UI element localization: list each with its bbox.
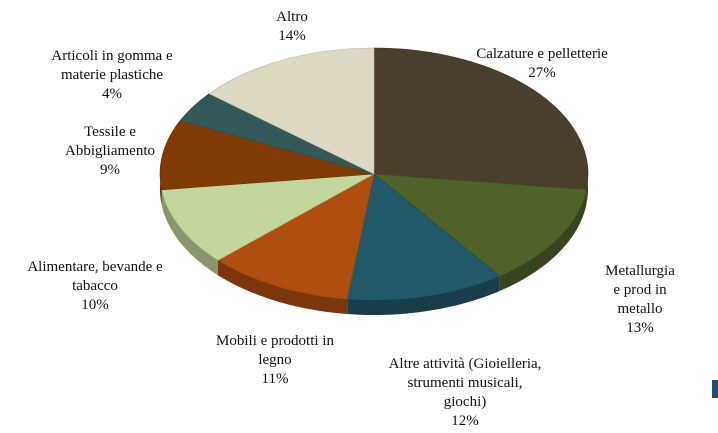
slice-label: Metallurgia e prod in metallo 13%	[601, 262, 679, 338]
value-label: 10%	[81, 297, 109, 313]
slice	[159, 120, 375, 191]
slice	[373, 173, 587, 277]
slice-label: Altre attività (Gioielleria, strumenti m…	[389, 355, 542, 431]
slice-label: Alimentare, bevande e tabacco 10%	[27, 258, 162, 315]
value-label: 13%	[626, 320, 654, 336]
value-label: 4%	[101, 86, 122, 102]
slice-label: Tessile e Abbigliamento 9%	[65, 123, 155, 180]
value-label: 27%	[528, 65, 556, 81]
slice	[346, 173, 501, 301]
slice	[161, 173, 375, 261]
category-label: Metallurgia e prod in metallo	[605, 263, 675, 317]
category-label: Altre attività (Gioielleria, strumenti m…	[388, 356, 542, 410]
slice	[208, 47, 375, 175]
slice	[373, 47, 589, 191]
slice-label: Calzature e pelletterie 27%	[476, 45, 608, 83]
slice-label: Mobili e prodotti in legno 11%	[216, 332, 334, 389]
value-label: 14%	[278, 28, 306, 44]
category-label: Altro	[276, 9, 308, 25]
slice-side	[161, 189, 219, 276]
value-label: 12%	[451, 413, 479, 429]
slice	[217, 173, 375, 300]
edge-decoration	[712, 380, 718, 398]
category-label: Tessile e Abbigliamento	[65, 124, 155, 159]
slice-side	[218, 260, 348, 315]
slice-label: Altro 14%	[276, 8, 308, 46]
slice-label: Articoli in gomma e materie plastiche 4%	[51, 47, 172, 104]
slice-side	[347, 275, 500, 315]
category-label: Articoli in gomma e materie plastiche	[51, 48, 173, 83]
category-label: Calzature e pelletterie	[476, 46, 608, 62]
category-label: Alimentare, bevande e tabacco	[27, 259, 163, 294]
value-label: 9%	[100, 162, 120, 178]
value-label: 11%	[261, 371, 289, 387]
category-label: Mobili e prodotti in legno	[216, 333, 334, 368]
